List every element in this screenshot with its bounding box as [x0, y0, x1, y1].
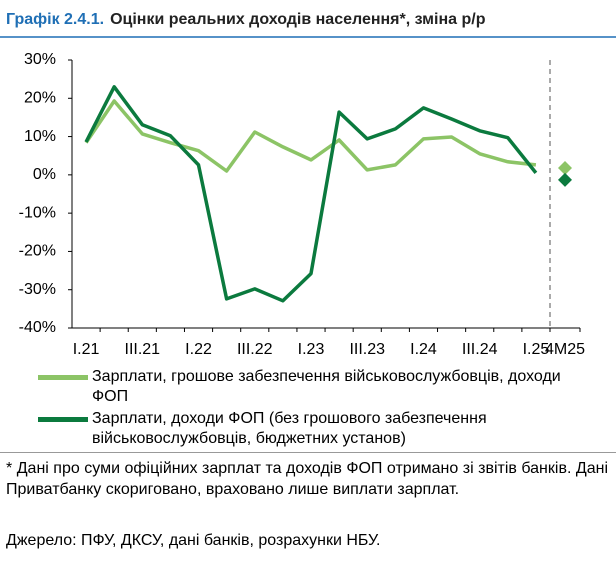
- footnote: * Дані про суми офіційних зарплат та дох…: [6, 460, 608, 498]
- y-tick-label: -30%: [19, 281, 56, 298]
- x-tick-label: III.22: [237, 341, 273, 358]
- legend-item: Зарплати, доходи ФОП (без грошового забе…: [30, 409, 590, 449]
- y-tick-label: 20%: [24, 90, 56, 107]
- x-tick-label: I.23: [298, 341, 325, 358]
- y-tick-label: 30%: [24, 51, 56, 68]
- x-tick-label: III.21: [125, 341, 161, 358]
- y-tick-label: -40%: [19, 319, 56, 336]
- legend-swatch: [38, 375, 88, 380]
- x-tick-label: I.24: [410, 341, 437, 358]
- y-tick-label: 10%: [24, 128, 56, 145]
- y-tick-label: 0%: [33, 166, 56, 183]
- legend: Зарплати, грошове забезпечення військово…: [30, 367, 590, 451]
- diamond-marker: [558, 172, 572, 187]
- diamond-marker: [558, 160, 572, 175]
- source: Джерело: ПФУ, ДКСУ, дані банків, розраху…: [6, 532, 381, 549]
- legend-label: Зарплати, доходи ФОП (без грошового забе…: [92, 410, 487, 447]
- x-tick-label: III.24: [462, 341, 498, 358]
- y-tick-label: -20%: [19, 243, 56, 260]
- chart: Графік 2.4.1. Оцінки реальних доходів на…: [0, 11, 616, 358]
- chart-title: Оцінки реальних доходів населення*, змін…: [110, 11, 486, 28]
- legend-swatch: [38, 417, 88, 422]
- y-tick-label: -10%: [19, 204, 56, 221]
- x-tick-label: I.22: [185, 341, 212, 358]
- separator: [0, 452, 616, 453]
- series-line: [84, 85, 538, 303]
- title-label: Графік 2.4.1.: [6, 11, 104, 28]
- x-tick-label: III.23: [349, 341, 385, 358]
- series-line: [84, 99, 537, 173]
- legend-item: Зарплати, грошове забезпечення військово…: [30, 367, 590, 407]
- x-tick-label: 4M25: [545, 341, 585, 358]
- x-tick-label: I.21: [73, 341, 100, 358]
- legend-label: Зарплати, грошове забезпечення військово…: [92, 368, 561, 405]
- x-tick-label: I.25: [523, 341, 550, 358]
